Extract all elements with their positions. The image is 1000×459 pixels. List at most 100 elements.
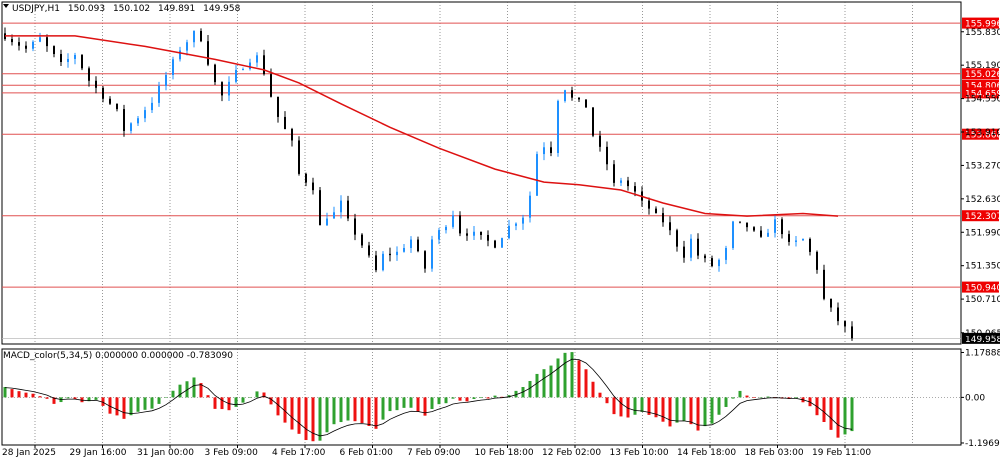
level-price-label: 155.026: [965, 70, 1000, 80]
price-tick-label: 151.990: [965, 228, 1000, 238]
candle: [788, 230, 790, 246]
candle: [417, 236, 419, 253]
macd-signal-line: [4, 358, 853, 437]
candle: [816, 250, 818, 274]
macd-bar: [136, 397, 140, 412]
symbol-header[interactable]: USDJPY,H1 150.093 150.102 149.891 149.95…: [3, 4, 241, 14]
macd-bar: [248, 397, 252, 398]
candle: [508, 219, 510, 240]
price-tick-label: 150.065: [965, 329, 1000, 339]
candle: [298, 136, 300, 176]
macd-bar: [171, 390, 175, 398]
time-tick-label: 28 Jan 2025: [2, 448, 56, 458]
dropdown-triangle-icon[interactable]: [3, 4, 9, 8]
macd-bar: [192, 377, 196, 398]
macd-bar: [276, 397, 280, 416]
candle: [144, 106, 146, 123]
macd-bar: [311, 397, 315, 442]
candle: [193, 30, 195, 48]
candle: [200, 28, 202, 43]
macd-axis: 1.178881 0.00 -1.196945: [961, 348, 1000, 449]
candle: [396, 246, 398, 261]
candle: [452, 210, 454, 229]
candle: [102, 86, 104, 103]
candle: [760, 226, 762, 238]
time-tick-label: 14 Feb 18:00: [677, 448, 736, 458]
macd-bar: [409, 397, 413, 408]
macd-bar: [822, 397, 826, 423]
candle: [753, 226, 755, 232]
macd-bar: [794, 397, 798, 399]
candle: [494, 239, 496, 249]
candle: [837, 302, 839, 326]
macd-bar: [66, 397, 70, 399]
candle: [571, 86, 573, 101]
symbol-name: USDJPY,H1: [12, 4, 60, 14]
price-tick-label: 154.550: [965, 95, 1000, 105]
macd-tick-label: 1.178881: [965, 348, 1000, 358]
macd-bar: [479, 397, 483, 398]
candle: [501, 237, 503, 248]
moving-average-line: [5, 35, 839, 217]
candle: [669, 216, 671, 236]
time-axis: 28 Jan 2025 29 Jan 16:00 31 Jan 00:00 3 Feb…: [2, 445, 871, 458]
macd-bar: [612, 397, 616, 415]
candle: [235, 65, 237, 84]
macd-bar: [178, 384, 182, 398]
candle: [557, 99, 559, 157]
macd-tick-label: -1.196945: [965, 439, 1000, 449]
macd-bar: [402, 397, 406, 408]
candle: [522, 214, 524, 230]
level-price-tag: [962, 87, 999, 99]
candle: [704, 253, 706, 263]
low-value: 149.891: [158, 4, 195, 14]
macd-bar: [360, 397, 364, 424]
macd-bar: [724, 397, 728, 407]
macd-bar: [346, 397, 350, 421]
candle: [683, 240, 685, 263]
macd-bar: [38, 396, 42, 398]
macd-bar: [80, 397, 84, 403]
candle: [543, 142, 545, 161]
level-price-tag: [962, 68, 999, 80]
candle: [340, 195, 342, 219]
price-tick-label: 153.270: [965, 161, 1000, 171]
candle: [123, 104, 125, 137]
candle: [151, 97, 153, 113]
macd-bar: [367, 397, 371, 426]
macd-bar: [738, 390, 742, 398]
macd-bar: [164, 397, 168, 398]
macd-bar: [31, 393, 35, 398]
candle: [627, 176, 629, 191]
time-tick-label: 10 Feb 18:00: [475, 448, 534, 458]
macd-tick-label: 0.00: [965, 393, 985, 403]
candle: [165, 71, 167, 91]
candle: [662, 207, 664, 227]
macd-bar: [850, 397, 854, 432]
candle: [284, 111, 286, 130]
macd-bar: [689, 397, 693, 425]
price-tick-label: 155.190: [965, 61, 1000, 71]
price-tick-label: 155.830: [965, 28, 1000, 38]
time-tick-label: 6 Feb 01:00: [340, 448, 394, 458]
macd-bar: [549, 365, 553, 398]
macd-bar: [115, 397, 119, 416]
level-price-label: 153.868: [965, 131, 1000, 141]
macd-bar: [696, 397, 700, 431]
candle: [438, 227, 440, 245]
level-price-tag: [962, 210, 999, 222]
candle: [480, 231, 482, 240]
macd-bar: [290, 397, 294, 430]
macd-bar: [759, 397, 763, 398]
candle: [725, 245, 727, 265]
candle: [53, 45, 55, 58]
macd-bar: [766, 396, 770, 398]
price-grid: [1, 1, 962, 345]
candle: [389, 247, 391, 262]
candle: [32, 40, 34, 52]
macd-bar: [542, 369, 546, 398]
macd-bar: [654, 397, 658, 418]
candle: [137, 115, 139, 126]
macd-bar: [185, 381, 189, 398]
